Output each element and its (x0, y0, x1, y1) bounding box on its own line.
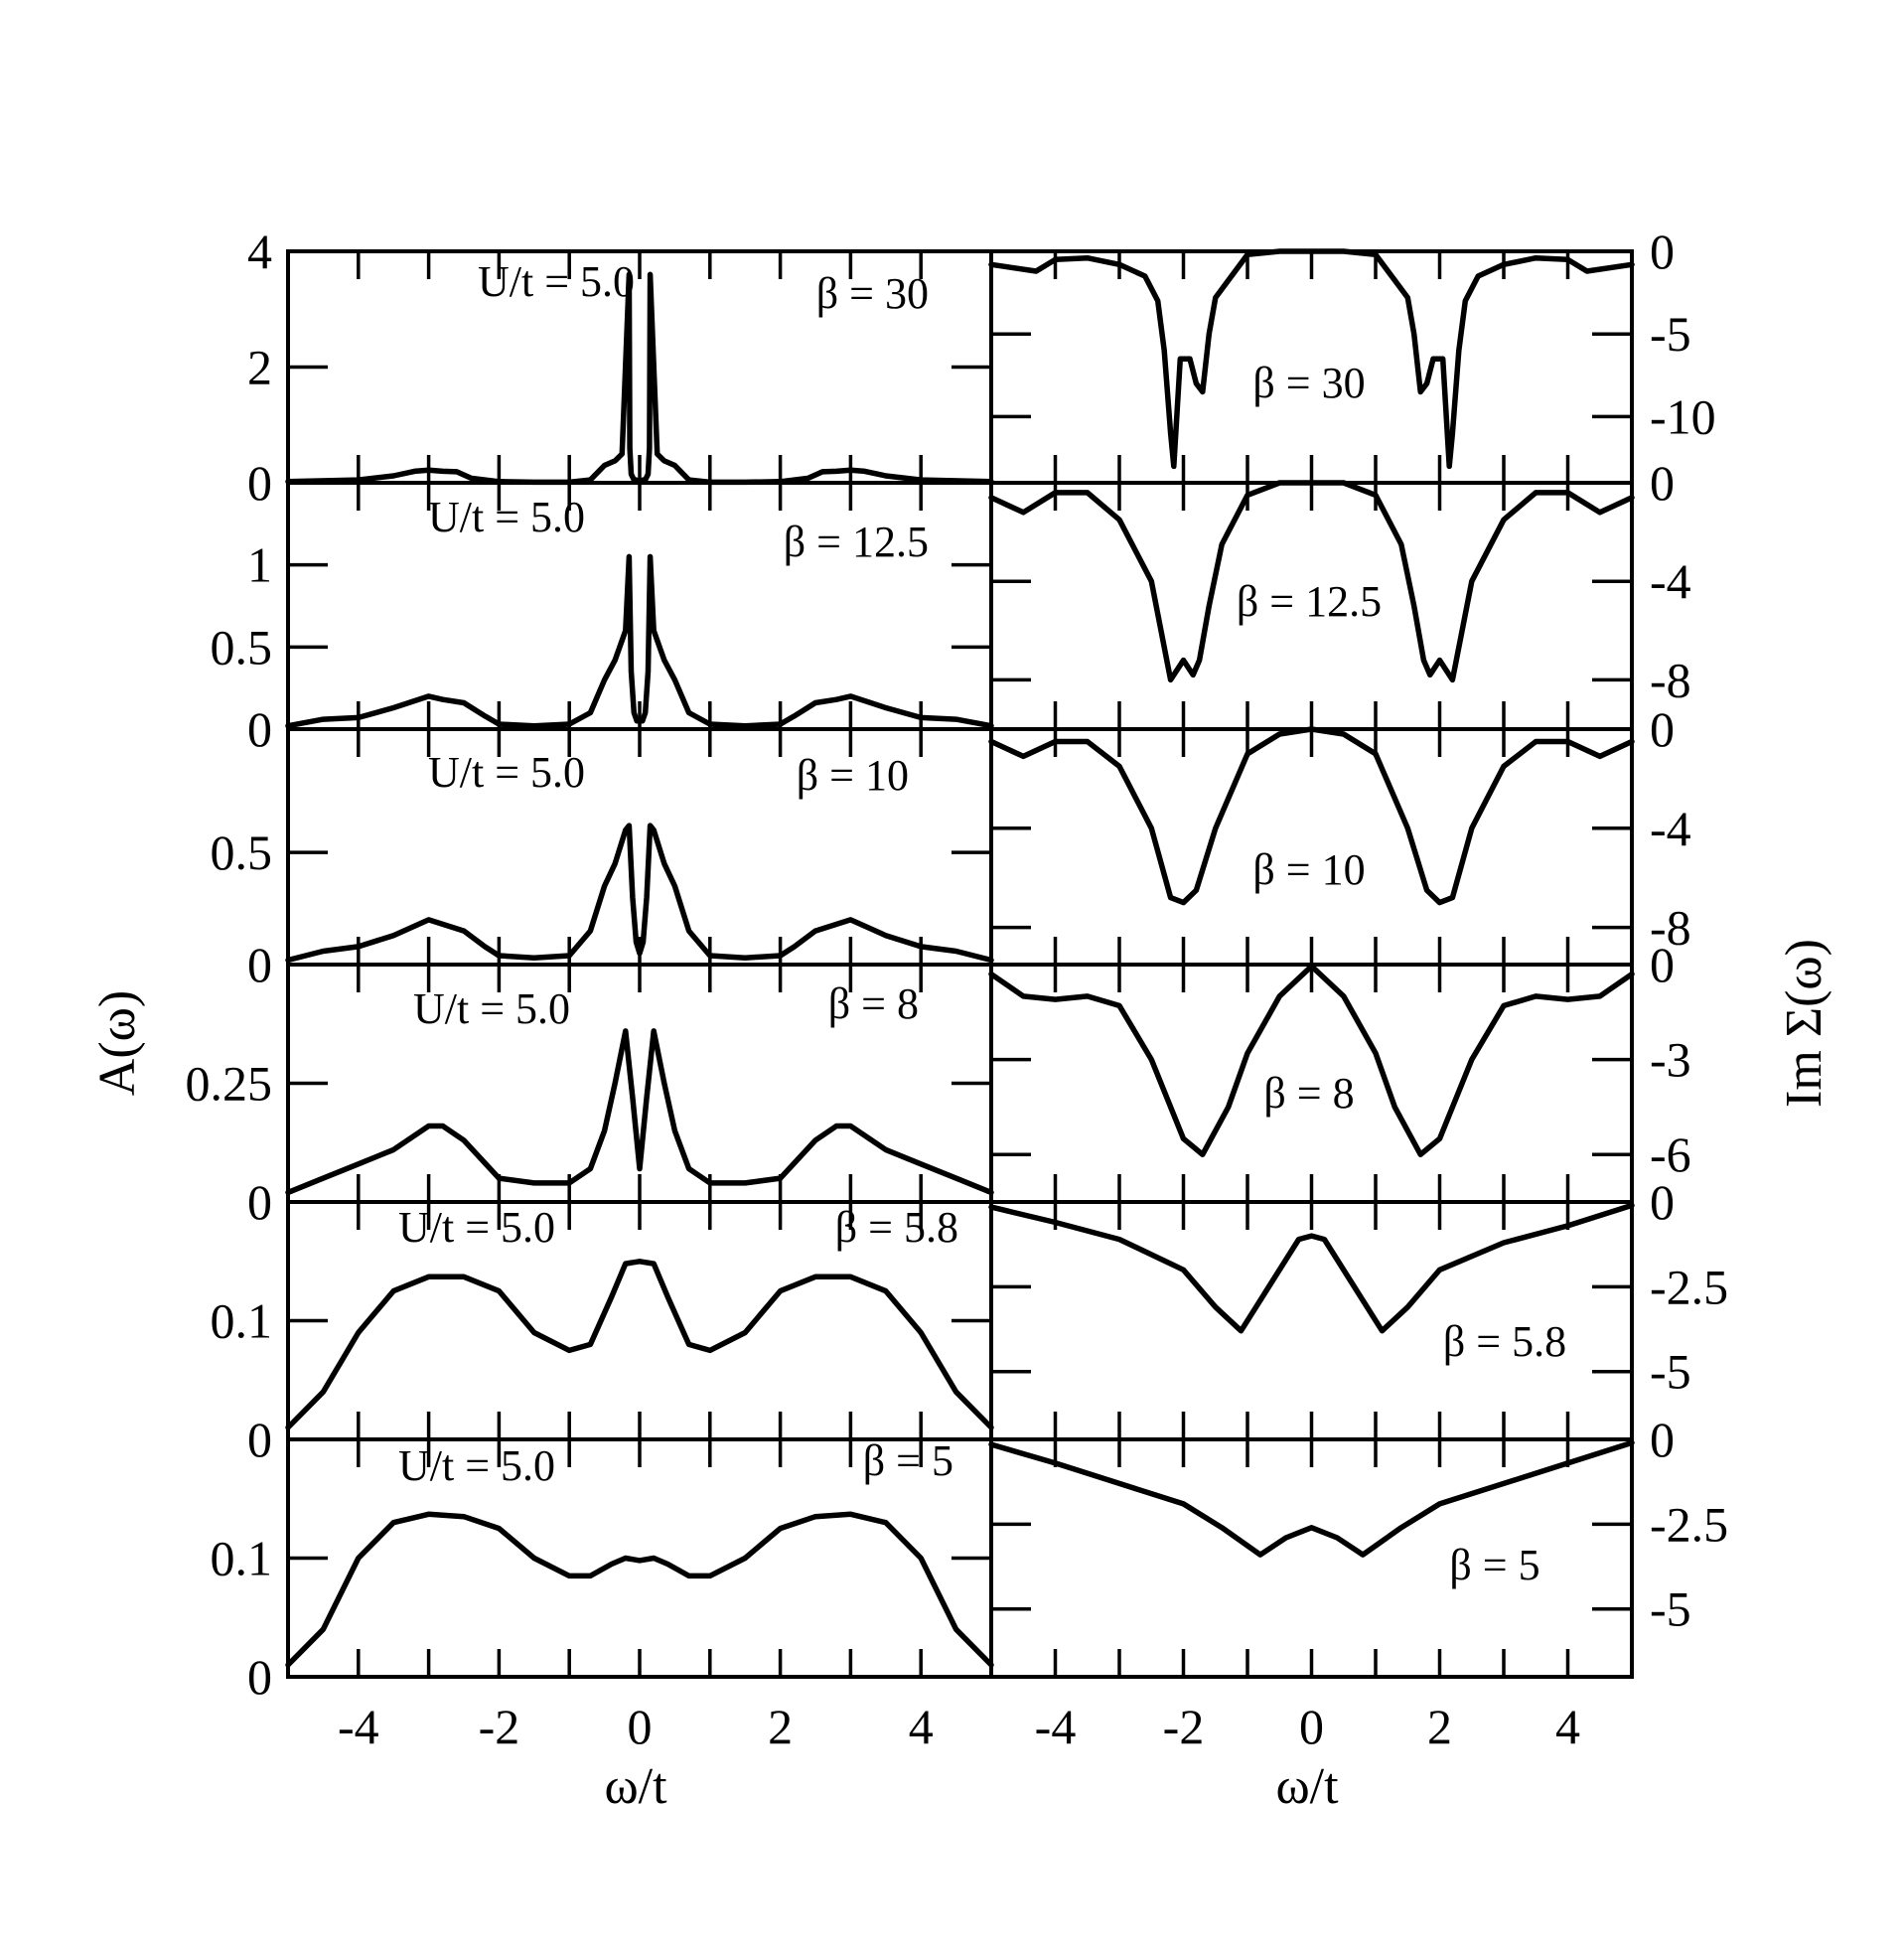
self-energy-panel-4-y-tick-label: -6 (1650, 1126, 1691, 1182)
spectral-panel-1-u-annotation: U/t = 5.0 (478, 257, 635, 306)
right-x-tick-label: -2 (1163, 1699, 1205, 1754)
left-x-tick-label: -2 (479, 1699, 520, 1754)
spectral-panel-5-curve (285, 1259, 994, 1430)
self-energy-panel-4-curve (988, 963, 1635, 1157)
spectral-panel-6-curve (285, 1511, 994, 1668)
left-x-axis-label: ω/t (604, 1758, 667, 1815)
self-energy-panel-3-y-tick-label: -4 (1650, 801, 1691, 856)
self-energy-panel-2: 0 -4 -8 β = 12.5 (988, 455, 1691, 731)
self-energy-panel-4-y-tick-label: 0 (1650, 937, 1675, 992)
self-energy-panel-6-beta-annotation: β = 5 (1449, 1541, 1539, 1589)
right-x-axis-label: ω/t (1275, 1758, 1339, 1815)
spectral-panel-5-y-tick-label: 0 (247, 1412, 272, 1467)
self-energy-panel-1-y-tick-label: 0 (1650, 224, 1675, 279)
spectral-panel-5: 0 0.1 U/t = 5.0 β = 5.8 (211, 1200, 994, 1467)
left-x-tick-label: -4 (338, 1699, 379, 1754)
spectral-panel-3-y-tick-label: 0.5 (211, 825, 273, 880)
self-energy-panel-4: 0 -3 -6 β = 8 (988, 937, 1691, 1204)
spectral-panel-2-curve (285, 553, 994, 729)
self-energy-panel-3-y-tick-label: 0 (1650, 701, 1675, 757)
self-energy-panel-3-y-tick-label: -8 (1650, 900, 1691, 956)
spectral-panel-5-beta-annotation: β = 5.8 (835, 1203, 958, 1252)
spectral-panel-4-y-tick-label: 0 (247, 1174, 272, 1230)
spectral-panel-1-beta-annotation: β = 30 (816, 269, 929, 318)
spectral-panel-4-u-annotation: U/t = 5.0 (413, 984, 570, 1033)
spectral-panel-6: 0 0.1 U/t = 5.0 β = 5 (211, 1436, 994, 1705)
spectral-panel-2-beta-annotation: β = 12.5 (784, 518, 929, 566)
spectral-panel-5-y-tick-label: 0.1 (211, 1293, 273, 1349)
spectral-panel-2-u-annotation: U/t = 5.0 (428, 493, 585, 541)
self-energy-panel-1: 0 -5 -10 β = 30 (988, 224, 1716, 485)
left-y-axis-label: A(ω) (89, 990, 146, 1096)
spectral-panel-1-y-tick-label: 2 (247, 340, 272, 395)
left-x-tick-label: 4 (909, 1699, 934, 1754)
right-y-axis-label: Im Σ(ω) (1776, 939, 1832, 1108)
self-energy-panel-4-beta-annotation: β = 8 (1263, 1069, 1354, 1118)
self-energy-panel-2-y-tick-label: -4 (1650, 553, 1691, 609)
self-energy-panel-6-y-tick-label: 0 (1650, 1412, 1675, 1467)
self-energy-panel-1-curve (988, 248, 1635, 470)
self-energy-panel-6-curve (988, 1439, 1635, 1558)
self-energy-panel-4-y-tick-label: -3 (1650, 1032, 1691, 1088)
self-energy-panel-5: 0 -2.5 -5 β = 5.8 (988, 1174, 1728, 1441)
self-energy-panel-5-y-tick-label: 0 (1650, 1174, 1675, 1230)
spectral-panel-3-curve (285, 823, 994, 964)
spectral-panel-6-y-tick-label: 0.1 (211, 1531, 273, 1586)
self-energy-panel-2-curve (988, 480, 1635, 683)
self-energy-panel-3-beta-annotation: β = 10 (1252, 845, 1365, 894)
spectral-panel-1: 0 2 4 U/t = 5.0 β = 30 (247, 224, 994, 511)
spectral-panel-4-curve (285, 1028, 994, 1196)
spectral-panel-3-beta-annotation: β = 10 (797, 751, 909, 800)
self-energy-panel-5-beta-annotation: β = 5.8 (1443, 1317, 1566, 1366)
spectral-panel-3: 0 0.5 U/t = 5.0 β = 10 (211, 727, 994, 992)
spectral-panel-4-beta-annotation: β = 8 (828, 979, 919, 1028)
self-energy-panel-2-y-tick-label: 0 (1650, 455, 1675, 511)
spectral-panel-2-y-tick-label: 0 (247, 701, 272, 757)
x-tick-labels: -4 -2 0 2 4 -4 -2 0 2 4 (338, 1699, 1580, 1754)
spectral-panel-3-y-tick-label: 0 (247, 937, 272, 992)
self-energy-panel-3: 0 -4 -8 β = 10 (988, 701, 1691, 967)
self-energy-panel-3-curve (988, 726, 1635, 906)
self-energy-panel-6-y-tick-label: -5 (1650, 1581, 1691, 1637)
right-x-tick-label: 2 (1427, 1699, 1452, 1754)
self-energy-panel-5-curve (988, 1202, 1635, 1334)
panels-group: 0 2 4 U/t = 5.0 β = 30 0 0.5 1 U/t = 5.0 β = 12.5… (186, 224, 1729, 1705)
right-x-tick-label: 0 (1299, 1699, 1324, 1754)
self-energy-panel-1-beta-annotation: β = 30 (1252, 359, 1365, 407)
left-x-tick-label: 0 (628, 1699, 653, 1754)
right-x-tick-label: -4 (1035, 1699, 1077, 1754)
spectral-panel-3-u-annotation: U/t = 5.0 (428, 748, 585, 797)
self-energy-panel-1-y-tick-label: -5 (1650, 306, 1691, 362)
self-energy-panel-5-y-tick-label: -2.5 (1650, 1259, 1728, 1314)
self-energy-panel-1-y-tick-label: -10 (1650, 388, 1716, 444)
spectral-panel-6-y-tick-label: 0 (247, 1649, 272, 1705)
spectral-panel-2-y-tick-label: 1 (247, 537, 272, 593)
spectral-panel-4-y-tick-label: 0.25 (186, 1056, 273, 1112)
spectral-panel-6-beta-annotation: β = 5 (863, 1436, 953, 1485)
self-energy-panel-6: 0 -2.5 -5 β = 5 (988, 1412, 1728, 1679)
spectral-panel-2-y-tick-label: 0.5 (211, 619, 273, 675)
spectral-panel-1-y-tick-label: 0 (247, 455, 272, 511)
self-energy-panel-6-y-tick-label: -2.5 (1650, 1496, 1728, 1552)
spectral-panel-4: 0 0.25 U/t = 5.0 β = 8 (186, 963, 994, 1230)
spectral-panel-2: 0 0.5 1 U/t = 5.0 β = 12.5 (211, 481, 994, 757)
right-x-tick-label: 4 (1555, 1699, 1580, 1754)
spectral-panel-5-u-annotation: U/t = 5.0 (398, 1203, 555, 1252)
self-energy-panel-2-beta-annotation: β = 12.5 (1237, 577, 1382, 626)
self-energy-panel-5-y-tick-label: -5 (1650, 1344, 1691, 1400)
spectral-panel-1-y-tick-label: 4 (247, 224, 272, 279)
spectral-panel-6-u-annotation: U/t = 5.0 (398, 1441, 555, 1490)
self-energy-panel-2-y-tick-label: -8 (1650, 652, 1691, 707)
left-x-tick-label: 2 (768, 1699, 793, 1754)
